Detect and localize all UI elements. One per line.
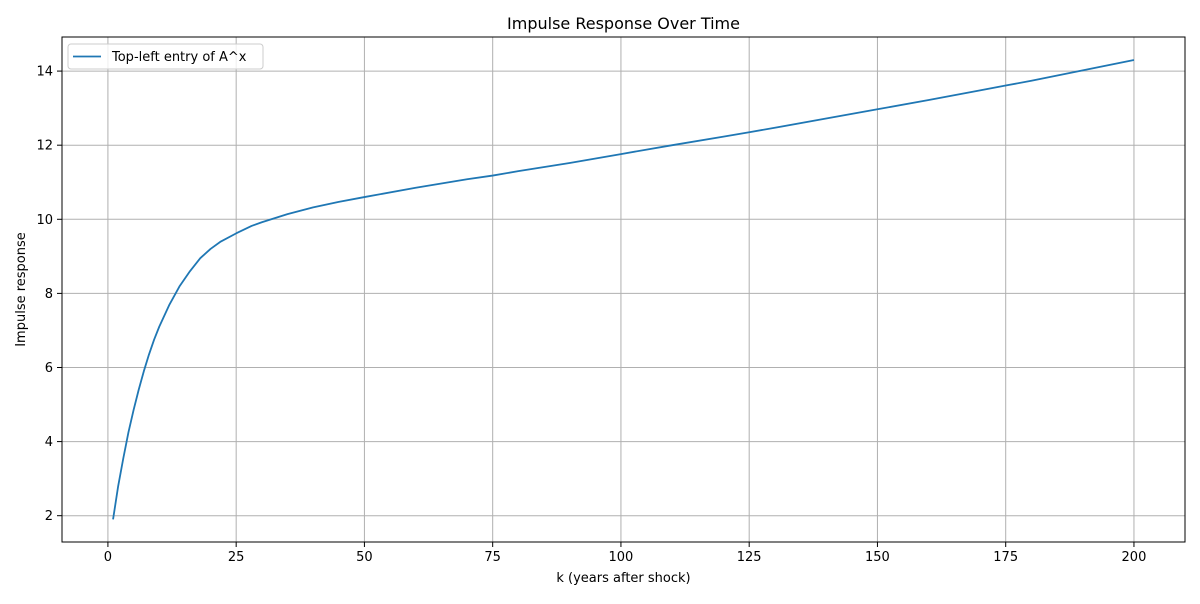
x-tick-label: 175 — [993, 550, 1018, 565]
x-tick-label: 125 — [737, 550, 762, 565]
y-axis-label: Impulse response — [14, 232, 29, 347]
legend-label: Top-left entry of A^x — [111, 50, 247, 65]
series-layer — [112, 59, 1135, 520]
y-tick-label: 4 — [45, 435, 53, 450]
x-axis-label: k (years after shock) — [556, 571, 690, 586]
x-tick-label: 0 — [104, 550, 112, 565]
x-tick-label: 75 — [484, 550, 501, 565]
tick-layer: 0 25 50 75 100 125 150 175 200 2 4 6 8 10 12 14 — [36, 65, 1146, 565]
y-tick-label: 14 — [36, 65, 53, 80]
series-line — [112, 59, 1135, 520]
plot-frame — [61, 36, 1186, 543]
x-tick-label: 200 — [1122, 550, 1147, 565]
chart-title: Impulse Response Over Time — [507, 14, 740, 33]
legend-box — [67, 43, 264, 70]
x-tick-label: 150 — [865, 550, 890, 565]
grid-layer — [62, 37, 1185, 542]
x-tick-label: 25 — [228, 550, 245, 565]
y-tick-label: 10 — [36, 213, 53, 228]
y-tick-label: 12 — [36, 139, 53, 154]
y-tick-label: 8 — [45, 287, 53, 302]
y-tick-label: 6 — [45, 361, 53, 376]
y-tick-label: 2 — [45, 509, 53, 524]
x-tick-label: 50 — [356, 550, 373, 565]
legend: Top-left entry of A^x — [67, 43, 264, 70]
x-tick-label: 100 — [609, 550, 634, 565]
